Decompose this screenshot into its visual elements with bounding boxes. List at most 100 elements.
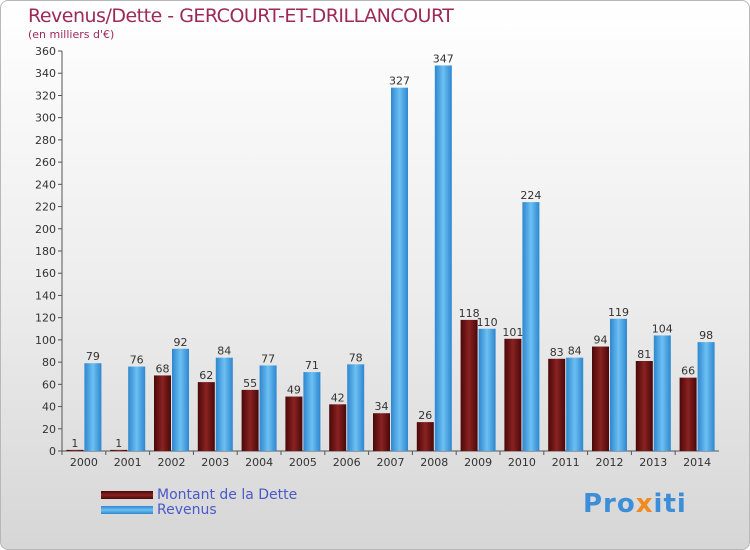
y-tick-label: 100 — [35, 334, 56, 347]
debt-value-label-2014: 66 — [681, 365, 695, 378]
revenue-bar-2010 — [522, 202, 540, 451]
debt-bar-2004 — [241, 389, 259, 451]
debt-value-label-2003: 62 — [199, 369, 213, 382]
revenue-value-label-2014: 98 — [699, 329, 713, 342]
revenue-value-label-2009: 110 — [477, 316, 498, 329]
debt-bar-2001 — [110, 449, 128, 451]
revenue-bar-2013 — [653, 335, 671, 451]
x-tick-label: 2007 — [377, 456, 405, 469]
legend-label-debt: Montant de la Dette — [157, 486, 298, 503]
legend-item-debt: Montant de la Dette — [101, 486, 298, 503]
debt-bar-2010 — [504, 338, 522, 451]
debt-value-label-2012: 94 — [594, 334, 608, 347]
chart-subtitle: (en milliers d'€) — [28, 28, 115, 41]
legend-swatch-revenue — [101, 505, 153, 514]
revenue-value-label-2010: 224 — [520, 189, 541, 202]
revenue-bar-2005 — [303, 372, 321, 451]
y-tick-label: 120 — [35, 312, 56, 325]
revenue-value-label-2013: 104 — [652, 322, 673, 335]
x-tick-label: 2001 — [114, 456, 142, 469]
y-tick-label: 360 — [35, 45, 56, 58]
debt-bar-2005 — [285, 396, 303, 451]
x-tick-label: 2009 — [464, 456, 492, 469]
y-tick-label: 340 — [35, 67, 56, 80]
revenue-value-label-2002: 92 — [174, 336, 188, 349]
logo-part-1: Pro — [583, 489, 636, 519]
debt-value-label-2004: 55 — [243, 377, 257, 390]
debt-bar-2000 — [66, 449, 84, 451]
debt-bar-2007 — [373, 413, 390, 451]
debt-bar-2011 — [548, 358, 566, 451]
revenue-bar-2007 — [391, 87, 408, 452]
revenue-bar-2012 — [610, 318, 627, 451]
legend: Montant de la Dette Revenus — [101, 486, 298, 518]
revenue-value-label-2001: 76 — [130, 354, 144, 367]
x-tick-label: 2008 — [420, 456, 448, 469]
x-tick-label: 2004 — [245, 456, 273, 469]
x-tick-label: 2011 — [552, 456, 580, 469]
x-tick-label: 2013 — [639, 456, 667, 469]
y-tick-label: 140 — [35, 289, 56, 302]
debt-value-label-2011: 83 — [550, 346, 564, 359]
logo-part-3: iti — [653, 489, 687, 519]
chart-title: Revenus/Dette - GERCOURT-ET-DRILLANCOURT — [28, 5, 454, 27]
debt-value-label-2005: 49 — [287, 384, 301, 397]
x-tick-label: 2012 — [596, 456, 624, 469]
y-tick-label: 80 — [42, 356, 56, 369]
x-tick-label: 2006 — [333, 456, 361, 469]
debt-bar-2009 — [460, 319, 478, 451]
revenue-bar-2003 — [215, 357, 233, 451]
debt-value-label-2000: 1 — [71, 437, 78, 450]
revenue-value-label-2004: 77 — [261, 352, 275, 365]
revenue-bar-2001 — [128, 366, 146, 451]
revenue-bar-2004 — [259, 365, 277, 451]
x-tick-label: 2003 — [201, 456, 229, 469]
debt-bar-2014 — [679, 377, 697, 451]
revenue-value-label-2006: 78 — [349, 351, 363, 364]
y-tick-label: 260 — [35, 156, 56, 169]
revenue-bar-2009 — [478, 328, 496, 451]
revenue-value-label-2012: 119 — [608, 306, 629, 319]
y-tick-label: 60 — [42, 378, 56, 391]
debt-value-label-2002: 68 — [156, 362, 170, 375]
y-tick-label: 220 — [35, 201, 56, 214]
debt-value-label-2007: 34 — [375, 400, 389, 413]
revenue-value-label-2003: 84 — [217, 345, 231, 358]
revenue-bar-2008 — [434, 65, 452, 451]
revenue-bar-2002 — [172, 348, 189, 451]
y-tick-label: 200 — [35, 223, 56, 236]
y-tick-label: 0 — [49, 445, 56, 458]
revenue-bar-2006 — [347, 364, 365, 451]
revenue-value-label-2011: 84 — [568, 345, 582, 358]
x-tick-label: 2014 — [683, 456, 711, 469]
revenue-value-label-2005: 71 — [305, 359, 319, 372]
debt-bar-2012 — [592, 346, 609, 451]
legend-item-revenue: Revenus — [101, 501, 297, 518]
debt-bar-2008 — [416, 422, 434, 451]
debt-bar-2013 — [635, 361, 653, 451]
debt-bar-2002 — [154, 375, 171, 451]
revenue-bar-2000 — [84, 363, 102, 451]
debt-bar-2003 — [197, 382, 215, 451]
legend-swatch-debt — [101, 490, 153, 499]
debt-bar-2006 — [329, 404, 347, 451]
debt-value-label-2008: 26 — [418, 409, 432, 422]
x-tick-label: 2010 — [508, 456, 536, 469]
revenue-value-label-2008: 347 — [433, 52, 454, 65]
y-tick-label: 320 — [35, 89, 56, 102]
y-tick-label: 300 — [35, 112, 56, 125]
y-tick-label: 240 — [35, 178, 56, 191]
x-tick-label: 2005 — [289, 456, 317, 469]
revenue-bar-2014 — [697, 342, 715, 451]
legend-label-revenue: Revenus — [157, 501, 217, 518]
debt-value-label-2013: 81 — [637, 348, 651, 361]
y-tick-label: 40 — [42, 401, 56, 414]
proxiti-logo: Proxiti — [583, 489, 687, 519]
debt-value-label-2010: 101 — [502, 326, 523, 339]
logo-part-2: x — [635, 489, 654, 519]
revenue-value-label-2000: 79 — [86, 350, 100, 363]
y-tick-label: 160 — [35, 267, 56, 280]
debt-value-label-2001: 1 — [115, 437, 122, 450]
